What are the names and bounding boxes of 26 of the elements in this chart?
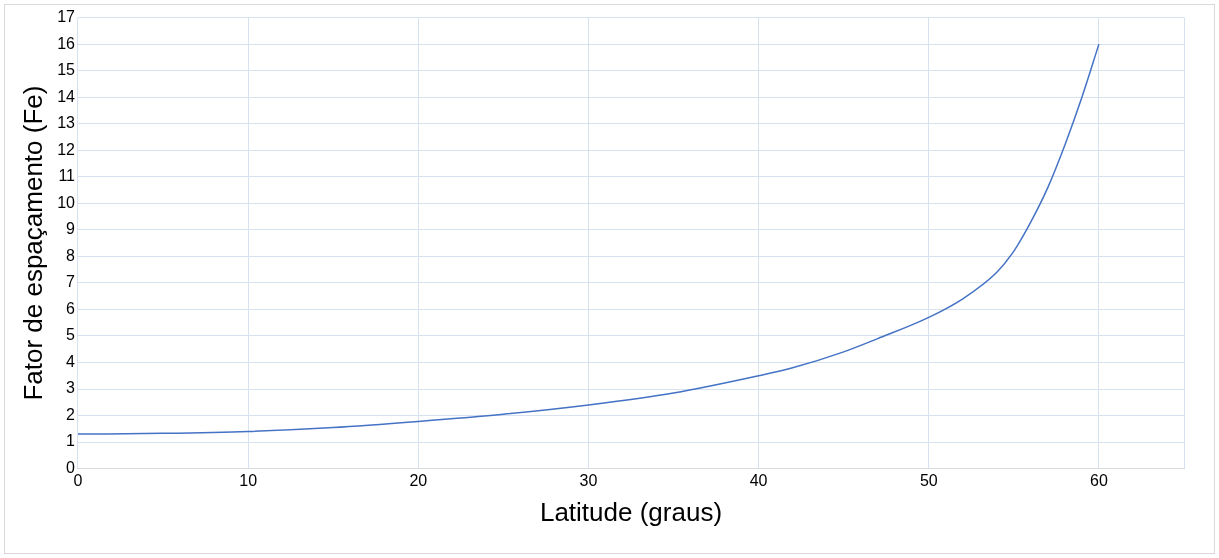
y-tick-label: 7	[66, 273, 76, 291]
x-axis-title: Latitude (graus)	[539, 496, 723, 527]
x-tick-label: 50	[919, 471, 938, 489]
y-tick-label: 9	[66, 220, 76, 238]
line-series	[78, 43, 1100, 435]
y-tick-label: 12	[57, 140, 76, 158]
y-tick-label: 10	[57, 193, 76, 211]
x-tick-label: 20	[409, 471, 428, 489]
y-tick-label: 1	[66, 432, 76, 450]
x-tick-label: 30	[579, 471, 598, 489]
y-tick-label: 4	[66, 352, 76, 370]
y-tick-label: 8	[66, 246, 76, 264]
y-tick-label: 17	[57, 8, 76, 26]
y-tick-label: 5	[66, 326, 76, 344]
y-tick-label: 15	[57, 61, 76, 79]
x-tick-label: 40	[749, 471, 768, 489]
y-tick-label: 11	[58, 167, 76, 185]
y-tick-label: 13	[57, 114, 76, 132]
x-tick-label: 10	[239, 471, 258, 489]
y-tick-label: 6	[66, 299, 76, 317]
x-tick-label: 60	[1090, 471, 1108, 489]
y-tick-label: 2	[66, 405, 76, 423]
y-tick-label: 16	[57, 34, 76, 52]
y-tick-label: 3	[66, 379, 76, 397]
y-axis-title: Fator de espaçamento (Fe)	[17, 85, 48, 401]
y-tick-label: 14	[57, 87, 76, 105]
